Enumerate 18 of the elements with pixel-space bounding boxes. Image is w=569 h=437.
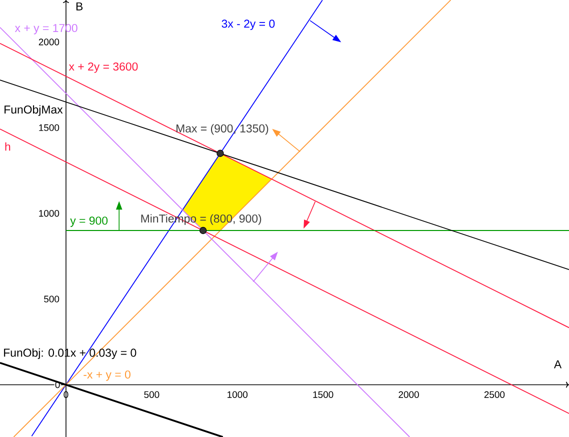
y-tick-label: 2000 — [38, 38, 60, 46]
series-label: y = 900 — [70, 216, 108, 227]
y-tick-label: 1000 — [39, 210, 60, 217]
x-axis-title: A — [554, 360, 562, 368]
x-tick-label: 1500 — [313, 391, 334, 398]
x-tick-label: 2000 — [398, 391, 419, 398]
text: 3x - 2y = 0 — [222, 20, 275, 30]
x-tick-label: 500 — [144, 391, 160, 398]
series-label: -x + y = 0 — [84, 370, 130, 381]
series-label: x + 2y = 3600 — [68, 62, 138, 73]
series-label: h — [5, 142, 10, 151]
y-tick-label: 1500 — [39, 124, 60, 132]
x-tick-label: 2500 — [484, 391, 505, 398]
series-label: FunObjMax — [4, 105, 63, 116]
x-tick-label: 1000 — [228, 391, 248, 398]
y-tick-label: 500 — [44, 296, 60, 302]
y-axis-title: B — [76, 2, 83, 10]
annotation: Max = (900, 1350) — [176, 124, 268, 135]
